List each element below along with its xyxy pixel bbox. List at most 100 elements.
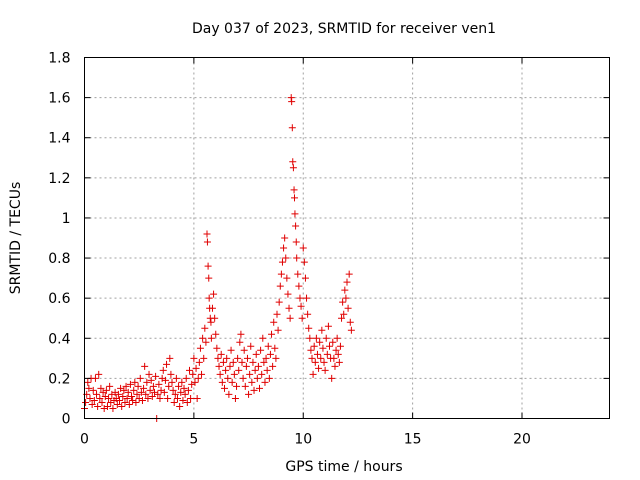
data-point [263, 366, 271, 374]
x-tick-label: 5 [189, 432, 198, 448]
data-point [165, 382, 173, 390]
data-point [173, 394, 181, 402]
data-point [207, 334, 215, 342]
data-point [103, 402, 111, 410]
data-point [148, 392, 156, 400]
data-point [93, 390, 101, 398]
data-point [125, 400, 133, 408]
y-tick-label: 1.8 [48, 51, 70, 67]
data-point [343, 278, 351, 286]
data-point [335, 358, 343, 366]
data-point [294, 270, 302, 278]
data-point [246, 370, 254, 378]
data-point [249, 358, 257, 366]
data-point [316, 338, 324, 346]
data-point [224, 374, 232, 382]
data-point [344, 304, 352, 312]
data-point [189, 370, 197, 378]
data-point [221, 384, 228, 392]
data-point [203, 238, 211, 246]
y-tick-label: 1 [62, 211, 71, 227]
data-point [160, 388, 168, 396]
data-point [231, 394, 239, 402]
data-point [341, 286, 349, 294]
y-tick-label: 1.4 [48, 131, 70, 147]
data-point [292, 238, 300, 246]
data-point [321, 366, 329, 374]
data-point [331, 362, 339, 370]
data-point [290, 186, 298, 194]
data-point [200, 354, 208, 362]
data-point [332, 346, 340, 354]
data-point [342, 294, 350, 302]
data-point [257, 346, 265, 354]
data-point [219, 358, 227, 366]
data-point [187, 394, 195, 402]
data-point [144, 394, 152, 402]
data-point [102, 386, 110, 394]
data-point [285, 304, 293, 312]
data-point [171, 390, 179, 398]
data-point [233, 382, 241, 390]
y-axis-label: SRMTID / TECUs [8, 182, 24, 295]
data-point [91, 374, 99, 382]
data-point [97, 384, 105, 392]
data-point [282, 254, 290, 262]
data-point [252, 350, 260, 358]
x-tick-label: 0 [80, 432, 89, 448]
data-point [310, 342, 318, 350]
data-point [312, 334, 320, 342]
data-point [318, 326, 326, 334]
data-point [124, 388, 132, 396]
y-tick-label: 0 [62, 412, 71, 428]
data-point [182, 374, 190, 382]
data-point [217, 350, 225, 358]
data-point [240, 346, 248, 354]
data-point [229, 358, 237, 366]
data-point [147, 376, 155, 384]
data-point [194, 374, 202, 382]
data-points [81, 94, 355, 422]
data-point [204, 262, 212, 270]
data-point [134, 382, 142, 390]
data-point [315, 364, 323, 372]
data-point [113, 400, 121, 408]
data-point [215, 362, 223, 370]
data-point [222, 366, 230, 374]
data-point [288, 98, 296, 106]
data-point [258, 370, 266, 378]
data-point [183, 398, 191, 406]
data-point [308, 354, 316, 362]
data-point [88, 400, 96, 408]
data-point [208, 304, 216, 312]
data-point [167, 370, 175, 378]
data-point [190, 354, 198, 362]
data-point [250, 386, 258, 394]
data-point [201, 324, 209, 332]
x-tick-label: 10 [294, 432, 312, 448]
x-tick-label: 15 [404, 432, 422, 448]
data-point [116, 396, 123, 404]
data-point [247, 342, 255, 350]
data-point [228, 378, 236, 386]
data-point [338, 314, 346, 322]
data-point [191, 378, 199, 386]
data-point [95, 370, 103, 378]
data-point [210, 290, 218, 298]
data-point [303, 294, 311, 302]
data-point [140, 384, 148, 392]
data-point [177, 388, 185, 396]
data-point [128, 392, 136, 400]
data-point [176, 402, 184, 410]
data-point [212, 330, 220, 338]
data-point [256, 384, 263, 392]
data-point [225, 390, 233, 398]
data-point [105, 394, 113, 402]
data-point [130, 386, 138, 394]
data-point [118, 402, 126, 410]
data-point [121, 398, 129, 406]
data-point [119, 392, 127, 400]
data-point [149, 382, 157, 390]
data-point [96, 394, 104, 402]
data-point [181, 390, 189, 398]
